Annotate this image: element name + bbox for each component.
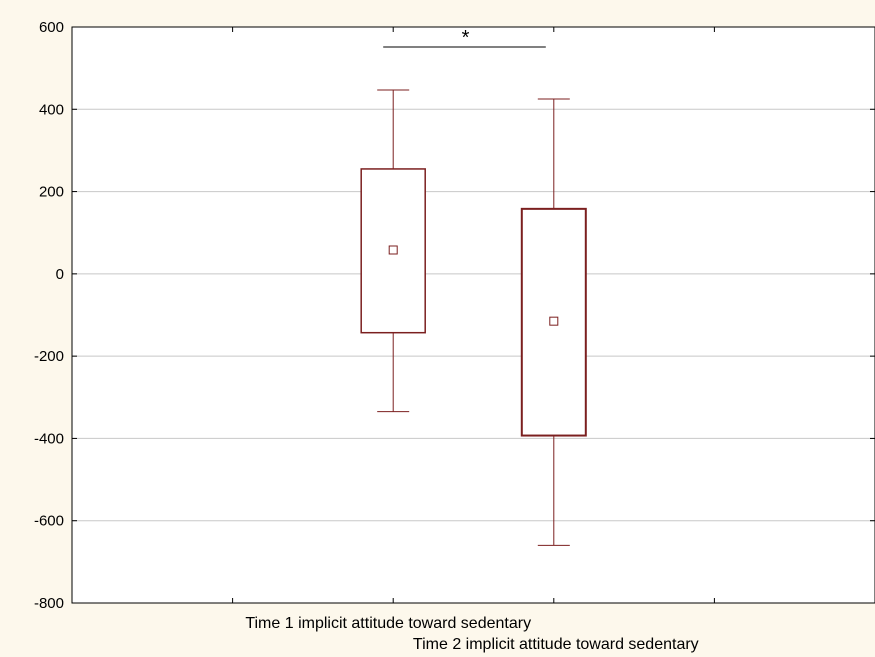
y-tick-label: 600 (39, 19, 64, 36)
x-category-label-time2: Time 2 implicit attitude toward sedentar… (413, 636, 699, 653)
y-tick-label: -200 (34, 348, 64, 365)
significance-marker: * (462, 27, 470, 49)
y-tick-label: 400 (39, 101, 64, 118)
box-2 (520, 98, 587, 546)
plot-area (72, 27, 875, 603)
y-tick-label: 200 (39, 184, 64, 201)
y-axis-ticks: -800 -600 -400 -200 0 200 400 600 (34, 19, 875, 612)
center-marker (549, 316, 559, 326)
y-tick-label: -800 (34, 595, 64, 612)
plot-frame (71, 26, 875, 604)
grid-lines (72, 108, 875, 522)
center-marker (388, 245, 398, 255)
y-tick-label: -600 (34, 513, 64, 530)
y-tick-label: -400 (34, 430, 64, 447)
x-category-label-time1: Time 1 implicit attitude toward sedentar… (245, 615, 531, 632)
box-1 (360, 89, 426, 413)
plot-border (71, 26, 875, 604)
y-tick-label: 0 (56, 266, 64, 283)
significance: * (383, 27, 546, 49)
boxes (360, 89, 587, 546)
